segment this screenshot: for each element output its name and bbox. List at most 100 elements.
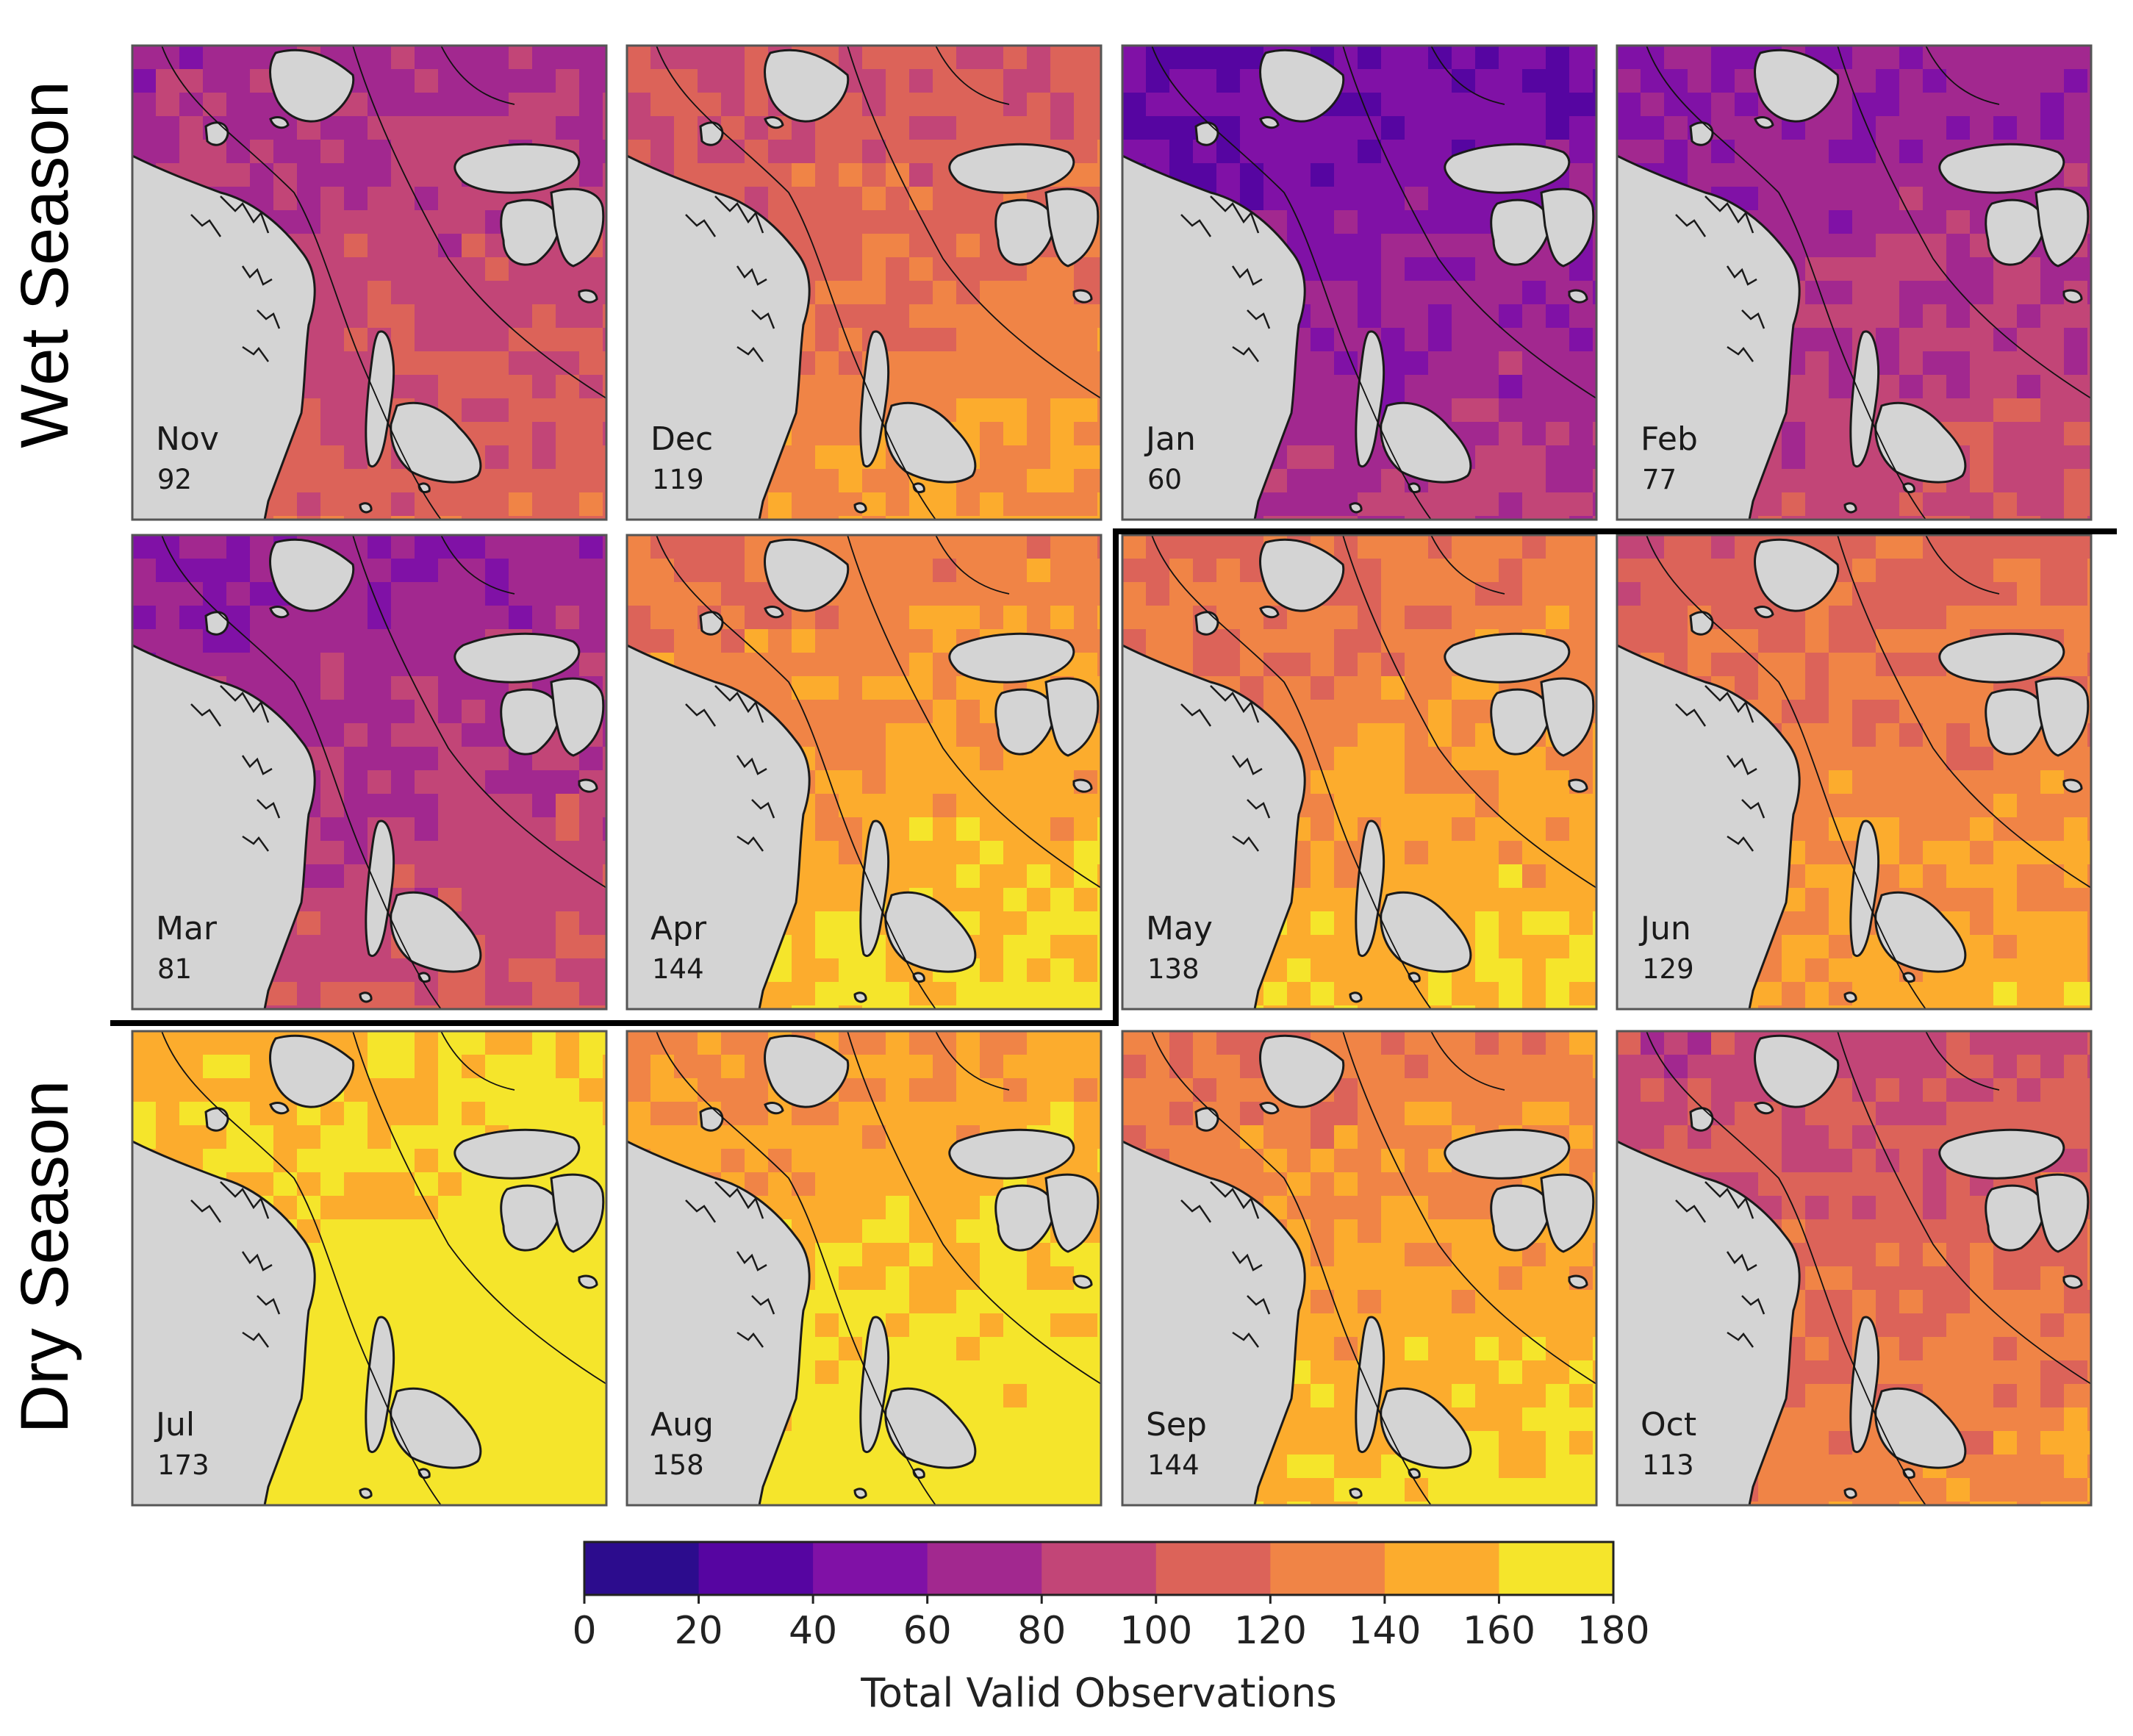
obs-cell bbox=[886, 629, 910, 653]
obs-cell bbox=[674, 535, 698, 559]
obs-cell bbox=[1263, 163, 1288, 187]
obs-cell bbox=[1852, 676, 1876, 700]
obs-cell bbox=[792, 653, 816, 677]
obs-cell bbox=[2017, 606, 2041, 630]
obs-cell bbox=[1428, 1266, 1452, 1291]
obs-cell bbox=[532, 445, 556, 470]
obs-cell bbox=[1499, 1384, 1523, 1408]
obs-cell bbox=[1097, 1102, 1101, 1126]
obs-cell bbox=[1852, 516, 1876, 520]
obs-cell bbox=[956, 234, 981, 258]
obs-cell bbox=[1593, 794, 1596, 818]
obs-cell bbox=[1287, 422, 1311, 446]
obs-cell bbox=[1405, 328, 1429, 352]
obs-cell bbox=[1805, 653, 1829, 677]
obs-cell bbox=[721, 582, 745, 606]
obs-cell bbox=[721, 535, 745, 559]
obs-cell bbox=[2017, 770, 2041, 795]
obs-cell bbox=[462, 1266, 486, 1291]
obs-cell bbox=[2064, 794, 2088, 818]
obs-cell bbox=[1358, 1055, 1382, 1079]
obs-cell bbox=[1499, 535, 1523, 559]
obs-cell bbox=[1216, 559, 1241, 583]
obs-cell bbox=[1522, 1290, 1546, 1314]
obs-cell bbox=[839, 1360, 863, 1385]
obs-cell bbox=[1146, 93, 1170, 117]
obs-cell bbox=[415, 864, 439, 889]
obs-cell bbox=[415, 676, 439, 700]
obs-cell bbox=[1146, 140, 1170, 164]
obs-cell bbox=[1546, 535, 1570, 559]
obs-cell bbox=[250, 629, 274, 653]
obs-cell bbox=[2064, 535, 2088, 559]
obs-cell bbox=[1074, 1102, 1098, 1126]
obs-cell bbox=[1334, 1290, 1358, 1314]
boundary-line bbox=[1342, 535, 1596, 889]
obs-cell bbox=[556, 841, 580, 865]
obs-cell bbox=[886, 163, 910, 187]
obs-cell bbox=[1097, 422, 1101, 446]
obs-cell bbox=[603, 1478, 606, 1502]
land-islandRight1 bbox=[454, 1128, 581, 1180]
obs-cell bbox=[297, 1172, 321, 1197]
obs-cell bbox=[1923, 676, 1947, 700]
obs-cell bbox=[2087, 210, 2091, 234]
obs-cell bbox=[1381, 281, 1405, 305]
obs-cell bbox=[1097, 1078, 1101, 1102]
obs-cell bbox=[956, 281, 981, 305]
obs-cell bbox=[839, 210, 863, 234]
obs-cell bbox=[933, 492, 957, 517]
obs-cell bbox=[156, 116, 180, 140]
obs-cell bbox=[1381, 187, 1405, 211]
boundary-line bbox=[1342, 46, 1596, 399]
wet-season-label: Wet Season bbox=[7, 81, 82, 448]
obs-cell bbox=[886, 958, 910, 983]
obs-cell bbox=[1287, 653, 1311, 677]
obs-cell bbox=[2064, 982, 2088, 1006]
obs-cell bbox=[1381, 1266, 1405, 1291]
obs-cell bbox=[1240, 1078, 1264, 1102]
obs-cell bbox=[933, 375, 957, 399]
coastline bbox=[242, 1331, 270, 1348]
obs-cell bbox=[1711, 582, 1735, 606]
obs-cell bbox=[556, 958, 580, 983]
obs-cell bbox=[485, 46, 509, 70]
obs-cell bbox=[1405, 1337, 1429, 1361]
obs-cell bbox=[1782, 676, 1806, 700]
obs-cell bbox=[297, 492, 321, 517]
obs-cell bbox=[956, 817, 981, 842]
obs-cell bbox=[1003, 817, 1028, 842]
obs-cell bbox=[532, 281, 556, 305]
obs-cell bbox=[1499, 445, 1523, 470]
obs-cell bbox=[415, 1172, 439, 1197]
obs-cell bbox=[1358, 1005, 1382, 1009]
obs-cell bbox=[297, 140, 321, 164]
obs-cell bbox=[203, 653, 227, 677]
obs-cell bbox=[1381, 351, 1405, 376]
obs-cell bbox=[1050, 1290, 1075, 1314]
obs-cell bbox=[1569, 653, 1594, 677]
boundary-line bbox=[352, 46, 606, 399]
obs-cell bbox=[509, 469, 533, 493]
obs-cell bbox=[1122, 559, 1147, 583]
obs-cell bbox=[1593, 116, 1596, 140]
obs-cell bbox=[1311, 1313, 1335, 1338]
obs-cell bbox=[1593, 653, 1596, 677]
obs-cell bbox=[368, 1266, 392, 1291]
obs-cell bbox=[2017, 864, 2041, 889]
obs-cell bbox=[297, 982, 321, 1006]
obs-cell bbox=[556, 116, 580, 140]
obs-cell bbox=[391, 1455, 415, 1479]
obs-cell bbox=[1970, 445, 1994, 470]
obs-cell bbox=[1169, 535, 1194, 559]
obs-cell bbox=[1452, 700, 1476, 724]
obs-cell bbox=[1193, 1078, 1217, 1102]
obs-cell bbox=[1970, 398, 1994, 423]
obs-cell bbox=[509, 582, 533, 606]
obs-cell bbox=[1074, 445, 1098, 470]
obs-cell bbox=[839, 653, 863, 677]
obs-cell bbox=[956, 723, 981, 747]
obs-cell bbox=[391, 187, 415, 211]
obs-cell bbox=[1617, 606, 1641, 630]
